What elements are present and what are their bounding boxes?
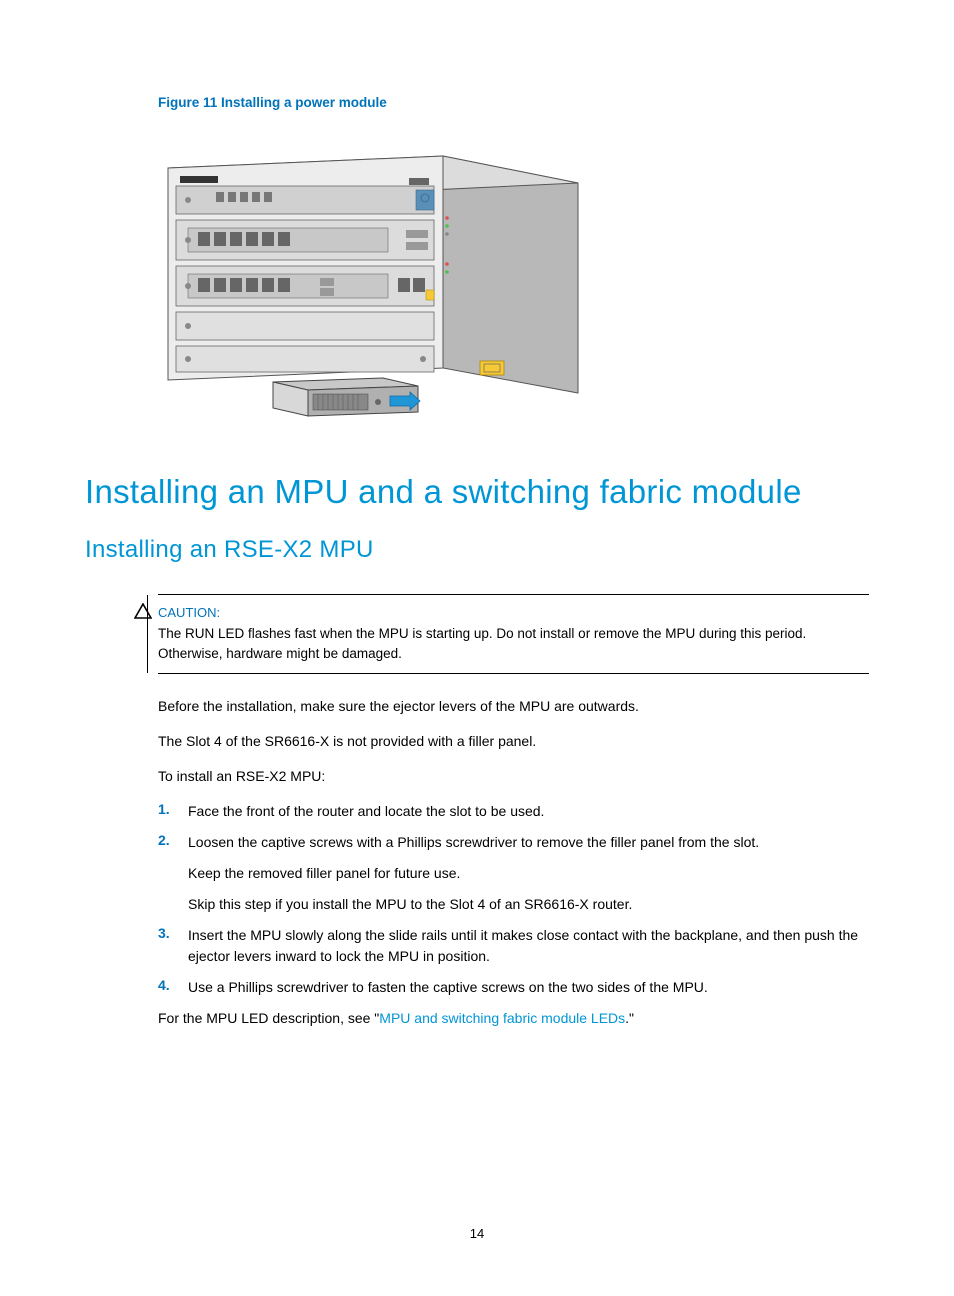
list-number: 3. bbox=[158, 925, 188, 967]
caution-label: CAUTION: bbox=[158, 605, 869, 620]
ordered-list: 3. Insert the MPU slowly along the slide… bbox=[158, 925, 869, 998]
paragraph: To install an RSE-X2 MPU: bbox=[158, 766, 869, 787]
list-subtext: Keep the removed filler panel for future… bbox=[188, 863, 869, 884]
list-item: 3. Insert the MPU slowly along the slide… bbox=[158, 925, 869, 967]
figure-caption: Figure 11 Installing a power module bbox=[158, 95, 869, 110]
list-item: 2. Loosen the captive screws with a Phil… bbox=[158, 832, 869, 853]
list-item: 4. Use a Phillips screwdriver to fasten … bbox=[158, 977, 869, 998]
paragraph: Before the installation, make sure the e… bbox=[158, 696, 869, 717]
list-text: Loosen the captive screws with a Phillip… bbox=[188, 832, 869, 853]
heading-h2: Installing an RSE-X2 MPU bbox=[85, 536, 869, 564]
caution-block: CAUTION: The RUN LED flashes fast when t… bbox=[158, 594, 869, 674]
caution-text: The RUN LED flashes fast when the MPU is… bbox=[158, 624, 869, 663]
list-number: 1. bbox=[158, 801, 188, 822]
list-subtext: Skip this step if you install the MPU to… bbox=[188, 894, 869, 915]
paragraph-with-link: For the MPU LED description, see "MPU an… bbox=[158, 1008, 869, 1029]
ordered-list: 1. Face the front of the router and loca… bbox=[158, 801, 869, 853]
paragraph: The Slot 4 of the SR6616-X is not provid… bbox=[158, 731, 869, 752]
caution-icon bbox=[134, 603, 152, 624]
heading-h1: Installing an MPU and a switching fabric… bbox=[85, 473, 869, 511]
figure-image bbox=[158, 128, 869, 423]
list-number: 4. bbox=[158, 977, 188, 998]
text-prefix: For the MPU LED description, see " bbox=[158, 1010, 379, 1026]
text-suffix: ." bbox=[625, 1010, 634, 1026]
list-number: 2. bbox=[158, 832, 188, 853]
page-number: 14 bbox=[0, 1226, 954, 1241]
router-chassis-illustration bbox=[158, 128, 588, 418]
list-text: Insert the MPU slowly along the slide ra… bbox=[188, 925, 869, 967]
cross-reference-link[interactable]: MPU and switching fabric module LEDs bbox=[379, 1010, 625, 1026]
list-text: Use a Phillips screwdriver to fasten the… bbox=[188, 977, 869, 998]
list-text: Face the front of the router and locate … bbox=[188, 801, 869, 822]
list-item: 1. Face the front of the router and loca… bbox=[158, 801, 869, 822]
